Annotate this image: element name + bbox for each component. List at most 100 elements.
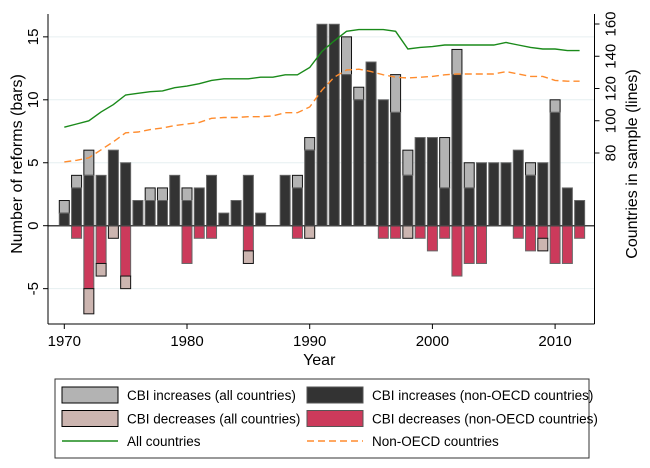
bar-increase-non-oecd [341,74,353,227]
bar-increase-non-oecd [525,174,537,227]
y-tick-label: 10 [25,91,42,108]
line-all-countries [64,28,580,128]
bar-increase-non-oecd [255,212,267,227]
bar-decrease-non-oecd [390,225,402,239]
bar-increase-non-oecd [500,162,512,227]
bar-increase-non-oecd [574,200,586,227]
bar-increase-non-oecd [316,23,328,227]
bar-decrease-non-oecd [426,225,438,252]
bar-decrease-non-oecd [206,225,218,239]
bar-decrease-non-oecd [439,225,451,239]
y-tick-label: 0 [25,222,42,230]
bar-increase-all [451,48,463,76]
bar-decrease-non-oecd [291,225,303,239]
bar-decrease-non-oecd [377,225,389,239]
legend-label: CBI decreases (non-OECD countries) [372,412,598,427]
x-tick-label: 1990 [293,333,326,350]
bar-decrease-non-oecd [181,225,193,264]
bar-increase-non-oecd [120,162,132,227]
bar-decrease-non-oecd [549,225,561,264]
bar-increase-non-oecd [71,187,83,227]
bar-increase-non-oecd [169,174,181,227]
bar-decrease-all [242,250,254,264]
bar-increase-all [156,187,168,202]
bar-increase-all [181,187,193,202]
bar-increase-all [71,174,83,189]
bar-increase-non-oecd [537,162,549,227]
bar-increase-non-oecd [426,137,438,227]
x-tick-label: 2000 [416,333,449,350]
legend-swatch [61,386,119,404]
bar-increase-non-oecd [549,111,561,227]
y2-tick-label: 120 [603,76,620,101]
legend-label: CBI increases (all countries) [127,388,296,403]
bar-decrease-all [402,225,414,239]
bar-decrease-all [95,262,107,277]
bar-decrease-non-oecd [120,225,132,277]
bar-increase-non-oecd [353,99,365,227]
bar-decrease-non-oecd [414,225,426,239]
bar-increase-all [83,149,95,176]
bar-increase-non-oecd [488,162,500,227]
bar-decrease-non-oecd [574,225,586,239]
lines [64,28,580,163]
legend-swatch [306,410,364,427]
bar-decrease-all [107,225,119,239]
bar-decrease-all [304,225,316,239]
bar-increase-all [402,149,414,176]
bar-increase-all [439,137,451,189]
bar-increase-non-oecd [218,212,230,227]
bar-increase-non-oecd [132,200,144,227]
legend-label: Non-OECD countries [372,434,499,449]
legend-label: CBI increases (non-OECD countries) [372,388,593,403]
bar-decrease-non-oecd [451,225,463,277]
bar-decrease-non-oecd [512,225,524,239]
bar-increase-non-oecd [107,149,119,227]
bar-increase-non-oecd [144,200,156,227]
bar-increase-all [144,187,156,202]
bar-increase-all [549,99,561,113]
bar-decrease-non-oecd [537,225,549,239]
bar-decrease-all [83,288,95,315]
x-tick-label: 2010 [538,333,571,350]
bar-increase-non-oecd [230,200,242,227]
bar-increase-all [341,36,353,76]
bar-increase-non-oecd [561,187,573,227]
bar-increase-non-oecd [463,187,475,227]
bar-increase-non-oecd [181,200,193,227]
bar-increase-non-oecd [95,174,107,227]
bar-decrease-non-oecd [242,225,254,252]
bar-decrease-all [120,275,132,290]
bar-increase-non-oecd [451,74,463,227]
bar-increase-non-oecd [58,212,70,227]
bar-increase-non-oecd [365,61,377,227]
y-tick-label: -5 [25,282,42,295]
bar-increase-all [353,86,365,101]
bar-increase-non-oecd [193,187,205,227]
bar-decrease-non-oecd [463,225,475,264]
bar-increase-non-oecd [242,174,254,227]
y2-tick-label: 100 [603,108,620,133]
bar-increase-non-oecd [328,23,340,227]
bar-increase-non-oecd [279,174,291,227]
bar-increase-non-oecd [291,187,303,227]
bar-increase-all [525,162,537,176]
bar-decrease-non-oecd [561,225,573,264]
line-non-oecd-countries [64,68,580,163]
tick-labels: 1970 1980 1990 2000 2010 -5 0 5 10 15 80 100 120 140 1… [25,11,620,350]
bar-decrease-non-oecd [525,225,537,252]
legend: CBI increases (all countries) CBI increas… [54,378,598,459]
bars [58,23,586,315]
bar-increase-non-oecd [512,149,524,227]
bar-increase-non-oecd [414,137,426,227]
bar-increase-non-oecd [377,99,389,227]
bar-increase-all [58,200,70,214]
y2-axis-title: Countries in sample (lines) [624,69,641,258]
bar-decrease-non-oecd [95,225,107,264]
bar-increase-non-oecd [402,174,414,227]
bar-increase-non-oecd [475,162,487,227]
y2-tick-label: 160 [603,11,620,36]
legend-swatch [61,410,119,427]
bar-increase-all [291,174,303,189]
